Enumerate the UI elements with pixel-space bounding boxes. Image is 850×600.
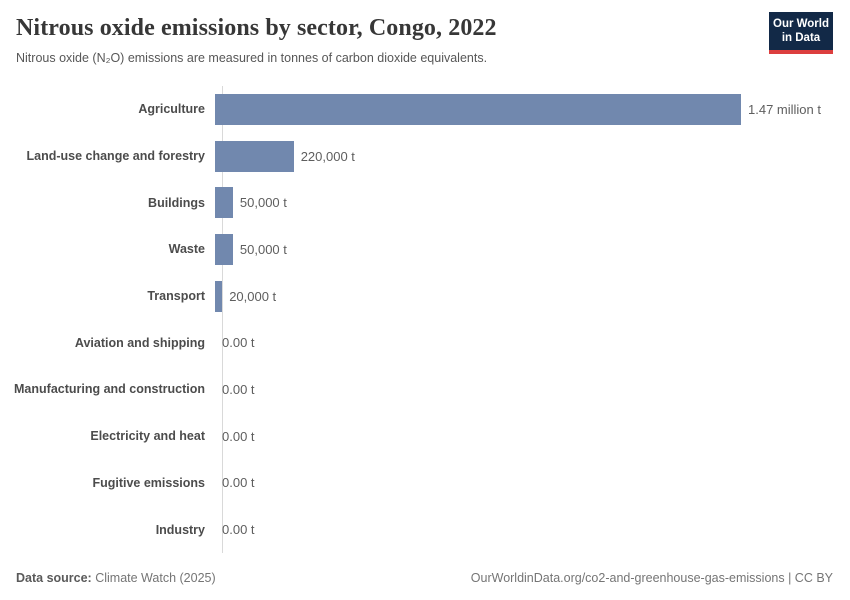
owid-logo: Our World in Data (769, 12, 833, 54)
chart-row: Fugitive emissions 0.00 t (0, 460, 850, 507)
value-label: 50,000 t (239, 241, 287, 257)
category-label: Transport (147, 289, 205, 304)
credit-link[interactable]: OurWorldinData.org/co2-and-greenhouse-ga… (470, 571, 833, 585)
chart-rows: Agriculture 1.47 million t Land-use chan… (0, 86, 850, 553)
category-label: Industry (155, 522, 205, 537)
bar-area: 0.00 t (215, 421, 850, 452)
chart-header: Nitrous oxide emissions by sector, Congo… (0, 0, 850, 67)
chart-row: Agriculture 1.47 million t (0, 86, 850, 133)
data-source-label: Data source: (16, 571, 92, 585)
value-label: 50,000 t (239, 195, 287, 211)
bar-area: 20,000 t (215, 280, 850, 312)
category-label: Electricity and heat (90, 429, 205, 444)
category-label: Agriculture (138, 102, 205, 117)
value-label: 0.00 t (222, 475, 255, 491)
data-source: Data source: Climate Watch (2025) (16, 571, 216, 585)
chart-footer: Data source: Climate Watch (2025) OurWor… (16, 571, 833, 585)
chart-row: Electricity and heat 0.00 t (0, 413, 850, 460)
chart-row: Transport 20,000 t (0, 273, 850, 320)
bar[interactable] (215, 93, 741, 125)
bar-chart: Agriculture 1.47 million t Land-use chan… (0, 86, 850, 553)
bar[interactable] (215, 140, 294, 172)
chart-row: Buildings 50,000 t (0, 179, 850, 226)
category-label: Fugitive emissions (92, 475, 205, 490)
category-label: Buildings (148, 195, 205, 210)
value-label: 20,000 t (229, 288, 277, 304)
value-label: 0.00 t (222, 381, 255, 397)
category-label: Land-use change and forestry (26, 149, 205, 164)
bar[interactable] (215, 187, 233, 219)
value-label: 0.00 t (222, 428, 255, 444)
bar-area: 0.00 t (215, 467, 850, 498)
bar-area: 0.00 t (215, 514, 850, 545)
bar[interactable] (215, 280, 223, 312)
data-source-value: Climate Watch (2025) (95, 571, 216, 585)
value-label: 220,000 t (300, 148, 355, 164)
category-label: Waste (168, 242, 205, 257)
chart-row: Waste 50,000 t (0, 226, 850, 273)
category-label: Aviation and shipping (74, 335, 205, 350)
bar-area: 1.47 million t (215, 93, 850, 125)
value-label: 0.00 t (222, 335, 255, 351)
bar-area: 0.00 t (215, 327, 850, 358)
chart-row: Aviation and shipping 0.00 t (0, 319, 850, 366)
value-label: 1.47 million t (748, 101, 821, 117)
owid-logo-line1: Our World (773, 18, 830, 30)
page-title: Nitrous oxide emissions by sector, Congo… (16, 15, 497, 41)
bar-area: 50,000 t (215, 233, 850, 265)
value-label: 0.00 t (222, 522, 255, 538)
bar[interactable] (215, 233, 233, 265)
chart-row: Manufacturing and construction 0.00 t (0, 366, 850, 413)
category-label: Manufacturing and construction (14, 382, 205, 397)
bar-area: 220,000 t (215, 140, 850, 172)
chart-row: Industry 0.00 t (0, 506, 850, 553)
bar-area: 0.00 t (215, 374, 850, 405)
bar-area: 50,000 t (215, 187, 850, 219)
owid-logo-line2: in Data (781, 32, 821, 45)
chart-row: Land-use change and forestry 220,000 t (0, 133, 850, 180)
y-axis-line (222, 86, 223, 553)
chart-subtitle: Nitrous oxide (N₂O) emissions are measur… (16, 51, 488, 66)
